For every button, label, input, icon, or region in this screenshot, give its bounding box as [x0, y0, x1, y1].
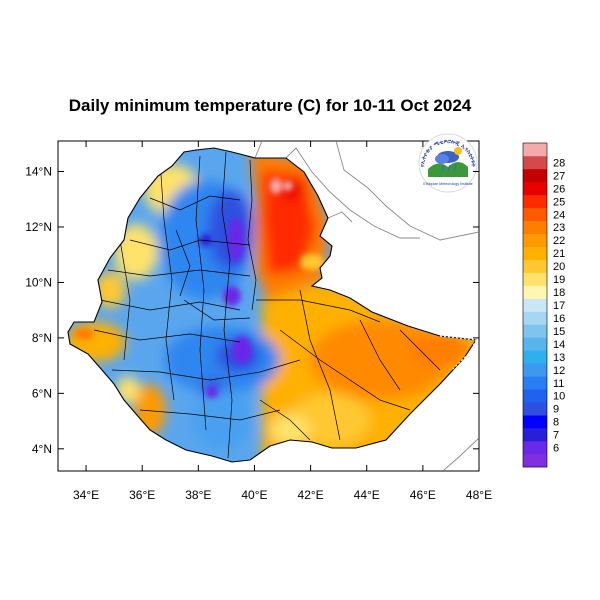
colorbar-label: 12	[553, 365, 565, 377]
colorbar-swatch	[523, 376, 547, 390]
lat-tick-label: 14°N	[25, 165, 52, 179]
colorbar-swatch	[523, 194, 547, 209]
colorbar-swatch	[523, 220, 547, 235]
colorbar-label: 11	[553, 378, 564, 390]
colorbar-swatch	[523, 389, 547, 403]
colorbar-swatch	[523, 259, 547, 273]
colorbar-swatch	[523, 363, 547, 377]
colorbar-label: 17	[553, 300, 565, 312]
lat-tick-label: 4°N	[32, 442, 52, 456]
colorbar-label: 23	[553, 222, 565, 234]
logo-caption: Ethiopian Meteorology Institute	[423, 182, 472, 186]
colorbar-label: 27	[553, 170, 565, 182]
lon-tick-label: 42°E	[298, 488, 324, 502]
colorbar-label: 15	[553, 326, 565, 338]
map-title: Daily minimum temperature (C) for 10-11 …	[68, 96, 472, 115]
colorbar-label: 21	[553, 248, 565, 260]
lon-tick-label: 40°E	[241, 488, 267, 502]
colorbar-swatch	[523, 324, 547, 338]
lat-tick-label: 12°N	[25, 220, 52, 234]
colorbar-label: 18	[553, 287, 565, 299]
colorbar-label: 10	[553, 391, 565, 403]
colorbar-label: 6	[553, 443, 559, 455]
lat-tick-label: 10°N	[25, 275, 52, 289]
colorbar-label: 9	[553, 404, 559, 416]
lon-tick-label: 38°E	[185, 488, 211, 502]
colorbar-label: 22	[553, 235, 565, 247]
lon-tick-label: 44°E	[354, 488, 380, 502]
colorbar-swatch	[523, 143, 547, 157]
colorbar-swatch	[523, 428, 547, 442]
colorbar-swatch	[523, 415, 547, 429]
colorbar-label: 8	[553, 417, 559, 429]
colorbar-swatch	[523, 246, 547, 260]
lon-tick-label: 46°E	[410, 488, 436, 502]
colorbar-label: 24	[553, 209, 565, 221]
institute-logo: የኢትዮጵያ ሜቲዎሮሎጂ ኢንስቲትዩት Ethiopian Meteorol…	[418, 133, 478, 193]
lon-tick-label: 48°E	[466, 488, 492, 502]
colorbar-label: 7	[553, 430, 559, 442]
colorbar-swatch	[523, 454, 547, 468]
colorbar-swatch	[523, 402, 547, 416]
colorbar-swatch	[523, 155, 547, 170]
colorbar-swatch	[523, 285, 547, 299]
colorbar-label: 16	[553, 313, 565, 325]
colorbar-swatch	[523, 311, 547, 325]
lon-tick-label: 36°E	[129, 488, 155, 502]
ethiopia-outline	[67, 147, 477, 463]
colorbar-label: 25	[553, 196, 565, 208]
colorbar-swatch	[523, 181, 547, 196]
map-axes: 34°E 36°E 38°E 40°E 42°E 44°E 46°E 48°E 4°N 6°N 8°…	[25, 141, 492, 502]
colorbar-swatch	[523, 233, 547, 247]
neighbour-boundaries	[254, 141, 479, 471]
colorbar-swatch	[523, 272, 547, 286]
colorbar-swatch	[523, 441, 547, 455]
colorbar-label: 19	[553, 274, 565, 286]
lon-tick-label: 34°E	[73, 488, 99, 502]
colorbar: 6789101112131415161718192021222324252627…	[522, 142, 565, 468]
colorbar-label: 14	[553, 339, 565, 351]
colorbar-swatch	[523, 168, 547, 183]
admin-boundaries	[93, 151, 441, 459]
lat-tick-label: 6°N	[32, 386, 52, 400]
colorbar-label: 20	[553, 261, 565, 273]
lat-tick-label: 8°N	[32, 331, 52, 345]
colorbar-swatch	[523, 350, 547, 364]
colorbar-swatch	[523, 337, 547, 351]
colorbar-label: 26	[553, 183, 565, 195]
colorbar-label: 28	[553, 157, 565, 169]
colorbar-label: 13	[553, 352, 565, 364]
colorbar-border	[522, 142, 548, 468]
colorbar-swatch	[523, 298, 547, 312]
colorbar-swatch	[523, 207, 547, 222]
